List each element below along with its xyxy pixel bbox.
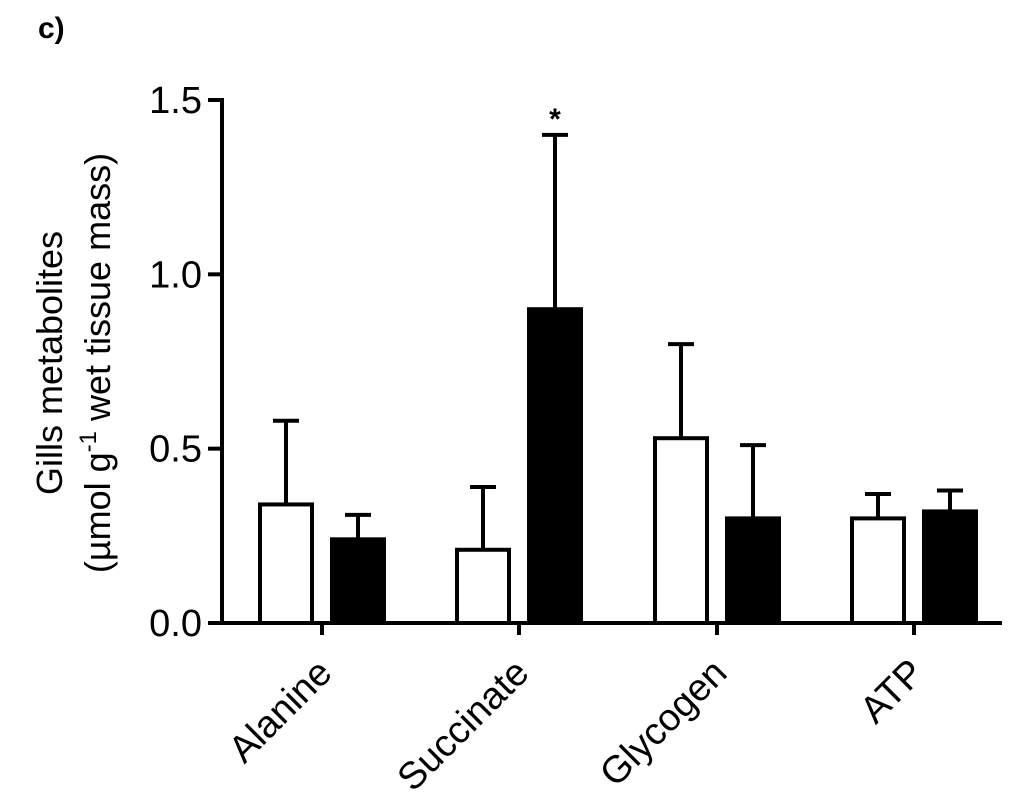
x-tick-label: Glycogen [592, 652, 735, 795]
y-axis-label-line2: (µmol g-1 wet tissue mass) [75, 153, 118, 573]
y-tick-label: 0.0 [149, 603, 202, 645]
bar-open [455, 547, 511, 626]
y-axis-label-unit-suffix: wet tissue mass) [77, 153, 118, 431]
y-tick-label: 0.5 [149, 429, 202, 471]
y-axis-label-line1: Gills metabolites [29, 231, 70, 495]
bar-open [850, 516, 906, 626]
y-axis-label-unit-prefix: (µmol g [77, 452, 118, 573]
bar-open [653, 436, 709, 625]
plot-area: 0.0 0.5 1.0 1.5 Alanine Succinate Glycogen ATP * [149, 80, 1002, 799]
y-axis-title: Gills metabolites (µmol g-1 wet tissue m… [29, 153, 118, 573]
panel-label: c) [38, 12, 65, 45]
bar-filled [330, 537, 386, 626]
bar-filled [725, 516, 781, 626]
bar-filled [527, 307, 583, 625]
significance-marker: * [549, 103, 561, 136]
x-tick-label: ATP [852, 652, 932, 732]
bar-filled [922, 509, 978, 625]
x-tick-label: Succinate [390, 652, 538, 799]
x-tick-label: Alanine [221, 652, 340, 771]
y-tick-label: 1.0 [149, 254, 202, 296]
y-tick-label: 1.5 [149, 80, 202, 122]
bar-open [258, 502, 314, 626]
y-axis-label-unit-superscript: -1 [75, 431, 102, 452]
